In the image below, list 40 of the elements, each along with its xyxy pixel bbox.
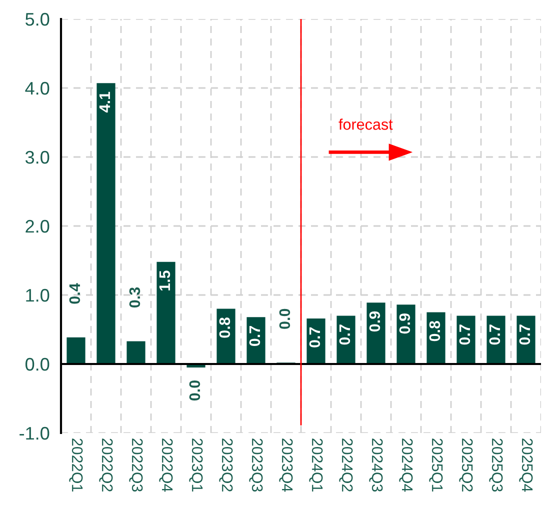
x-tick-label: 2023Q4: [279, 438, 293, 492]
x-tick-label: 2023Q3: [249, 438, 263, 492]
y-tick-label: 3.0: [25, 150, 50, 164]
data-label: 0.8: [429, 320, 440, 342]
y-tick-label: 0.0: [25, 358, 50, 371]
x-tick-label: 2023Q1: [189, 438, 203, 492]
x-tick-label: 2025Q2: [459, 438, 473, 492]
data-label: 0.7: [519, 324, 530, 345]
data-label: 0.7: [339, 324, 350, 345]
x-tick-label: 2023Q2: [219, 438, 233, 492]
x-tick-label: 2022Q1: [69, 438, 83, 492]
y-tick-label: 1.0: [26, 288, 50, 302]
data-label: 0.7: [249, 326, 260, 346]
data-label: 1.5: [159, 270, 170, 290]
x-tick-label: 2024Q4: [399, 438, 413, 492]
x-tick-label: 2024Q1: [309, 438, 323, 492]
data-label: 0.0: [279, 308, 290, 329]
x-tick-label: 2022Q2: [99, 438, 113, 492]
data-label: 0.4: [69, 283, 80, 304]
y-tick-label: 2.0: [26, 220, 50, 233]
x-tick-label: 2024Q2: [339, 438, 353, 492]
x-tick-label: 2025Q3: [489, 438, 503, 492]
data-label: 0.7: [459, 324, 470, 345]
x-tick-label: 2022Q3: [129, 438, 143, 492]
data-label: 0.0: [189, 380, 200, 400]
y-tick-label: -1.0: [20, 426, 50, 440]
annotation: forecast: [338, 118, 393, 130]
data-label: 0.3: [129, 287, 140, 308]
data-label: 0.7: [309, 327, 320, 348]
y-tick-label: 5.0: [26, 12, 50, 26]
x-tick-label: 2022Q4: [159, 438, 173, 492]
data-label: 0.7: [489, 324, 500, 345]
x-tick-label: 2024Q3: [369, 438, 383, 492]
x-tick-label: 2025Q4: [519, 438, 533, 492]
data-label: 4.1: [99, 92, 110, 112]
y-tick-label: 4.0: [25, 82, 50, 95]
data-label: 0.9: [369, 311, 380, 332]
x-tick-label: 2025Q1: [429, 438, 443, 492]
data-label: 0.9: [399, 314, 410, 334]
data-label: 0.8: [219, 318, 230, 338]
